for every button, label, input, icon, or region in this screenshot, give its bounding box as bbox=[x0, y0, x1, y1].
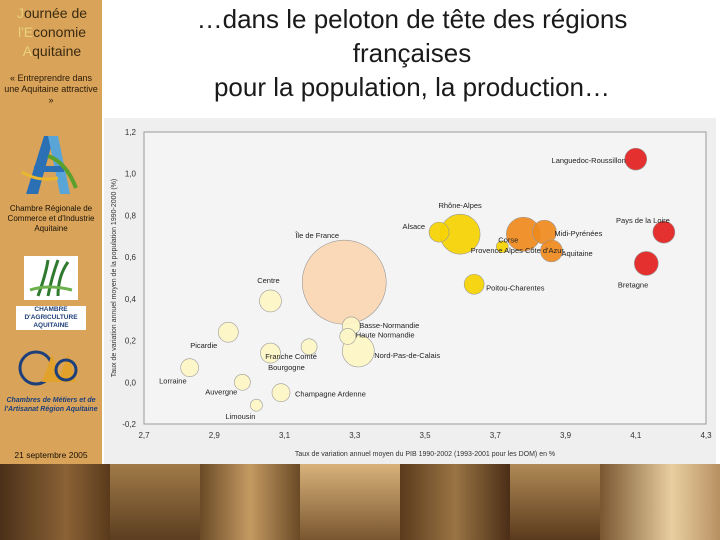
x-tick-label: 3,1 bbox=[279, 431, 291, 440]
bubble-chart: 2,7 2,9 3,1 3,3 3,5 3,7 3,9 4,1 4,3 -0,2 0,0 0,2 0,4… bbox=[104, 118, 716, 464]
bubble-point bbox=[218, 321, 239, 343]
bubble-label: Aquitaine bbox=[561, 249, 592, 258]
bubble-label: Franche Comté bbox=[265, 352, 317, 361]
bubble-label: Nord-Pas-de-Calais bbox=[374, 351, 440, 360]
bubble-point bbox=[428, 221, 450, 243]
photo-machinery bbox=[300, 464, 400, 540]
bubble-point bbox=[259, 289, 282, 313]
y-tick-label: 1,2 bbox=[125, 128, 137, 137]
bubble-point bbox=[463, 273, 485, 295]
bubble-label: Basse-Normandie bbox=[359, 321, 419, 330]
title-text: ournée de bbox=[23, 5, 88, 21]
y-tick-label: 1,0 bbox=[125, 170, 137, 179]
bubble-point bbox=[180, 358, 199, 377]
bubble-label: Champagne Ardenne bbox=[295, 390, 366, 399]
title-text: conomie bbox=[33, 24, 87, 40]
bubble-chart-canvas: 2,7 2,9 3,1 3,3 3,5 3,7 3,9 4,1 4,3 -0,2 0,0 0,2 0,4… bbox=[111, 128, 712, 458]
photo-field bbox=[200, 464, 300, 540]
x-tick-label: 3,3 bbox=[349, 431, 361, 440]
heading-line: pour la population, la production… bbox=[213, 72, 611, 102]
metiers-logo bbox=[14, 346, 88, 390]
heading-line: …dans le peloton de tête des régions bbox=[196, 4, 628, 34]
photo-strip bbox=[0, 464, 720, 540]
bubble-label: Provence Alpes Côte d'Azur bbox=[471, 246, 565, 255]
bubble-point bbox=[624, 147, 648, 171]
bubble-label: Alsace bbox=[403, 222, 426, 231]
bubble-label: Rhône-Alpes bbox=[438, 201, 482, 210]
agriculture-name: CHAMBRE D'AGRICULTURE AQUITAINE bbox=[16, 306, 86, 330]
y-tick-label: 0,6 bbox=[125, 253, 137, 262]
metiers-name: Chambres de Métiers et de l'Artisanat Ré… bbox=[4, 397, 98, 413]
x-tick-label: 3,7 bbox=[490, 431, 502, 440]
event-title: Journée de l'Economie Aquitaine bbox=[4, 4, 100, 61]
y-tick-label: 0,8 bbox=[125, 211, 137, 220]
plot-area bbox=[143, 131, 707, 425]
bubble-label: Poitou-Charentes bbox=[486, 283, 545, 292]
bubble-point bbox=[540, 239, 563, 263]
y-axis-label: Taux de variation annuel moyen de la pop… bbox=[111, 179, 118, 377]
cci-logo bbox=[18, 132, 80, 196]
agriculture-logo bbox=[18, 254, 84, 302]
bubble-label: Corse bbox=[498, 236, 518, 245]
bubble-point bbox=[652, 220, 676, 244]
bubble-point bbox=[234, 373, 251, 391]
x-tick-label: 4,3 bbox=[700, 431, 712, 440]
bubble-point bbox=[260, 342, 281, 364]
title-initial: l'E bbox=[17, 24, 34, 40]
bubble-point bbox=[495, 240, 509, 254]
cci-name: Chambre Régionale de Commerce et d'Indus… bbox=[7, 204, 95, 233]
x-tick-label: 3,9 bbox=[560, 431, 572, 440]
bubble-label: Auvergne bbox=[205, 387, 237, 396]
event-date: 21 septembre 2005 bbox=[14, 450, 88, 460]
bubble-point bbox=[339, 328, 357, 345]
bubble-label: Bourgogne bbox=[268, 363, 305, 372]
title-initial: A bbox=[22, 43, 33, 59]
x-tick-label: 2,9 bbox=[209, 431, 221, 440]
photo-laboratory bbox=[600, 464, 720, 540]
bubble-point bbox=[633, 251, 659, 276]
photo-harvest bbox=[400, 464, 510, 540]
y-tick-label: 0,2 bbox=[125, 337, 137, 346]
heading-line: françaises bbox=[352, 38, 472, 68]
bubble-label: Haute Normandie bbox=[356, 330, 415, 339]
bubble-label: Midi-Pyrénées bbox=[554, 229, 602, 238]
bubble-label: Lorraine bbox=[159, 377, 187, 386]
x-tick-label: 4,1 bbox=[630, 431, 642, 440]
bubble-point bbox=[301, 239, 387, 325]
event-tagline: « Entreprendre dans une Aquitaine attrac… bbox=[4, 73, 98, 105]
title-initial: J bbox=[16, 5, 24, 21]
title-text: quitaine bbox=[32, 43, 82, 59]
photo-workers bbox=[0, 464, 110, 540]
cci-a-icon bbox=[21, 136, 78, 194]
slide-heading: …dans le peloton de tête des régions fra… bbox=[112, 2, 712, 104]
sidebar: Journée de l'Economie Aquitaine « Entrep… bbox=[0, 0, 102, 464]
bubble-point bbox=[300, 338, 318, 356]
bubble-label: Picardie bbox=[190, 341, 217, 350]
agriculture-grain-icon bbox=[24, 256, 78, 300]
bubble-label: Bretagne bbox=[618, 280, 648, 289]
bubble-label: Île de France bbox=[294, 231, 339, 240]
photo-craftsman bbox=[110, 464, 200, 540]
y-tick-label: -0,2 bbox=[122, 420, 136, 429]
bubble-point bbox=[271, 383, 291, 403]
bubble-label: Pays de la Loire bbox=[616, 216, 670, 225]
y-tick-label: 0,4 bbox=[125, 295, 137, 304]
bubble-label: Centre bbox=[257, 276, 280, 285]
bubble-point bbox=[250, 398, 263, 412]
y-tick-label: 0,0 bbox=[125, 378, 137, 387]
photo-factory bbox=[510, 464, 600, 540]
x-tick-label: 3,5 bbox=[419, 431, 431, 440]
bubble-label: Languedoc-Roussillon bbox=[552, 156, 626, 165]
x-axis-label: Taux de variation annuel moyen du PIB 19… bbox=[295, 451, 555, 458]
bubble-label: Limousin bbox=[225, 412, 255, 421]
x-tick-label: 2,7 bbox=[138, 431, 150, 440]
metiers-cma-icon bbox=[18, 350, 78, 386]
